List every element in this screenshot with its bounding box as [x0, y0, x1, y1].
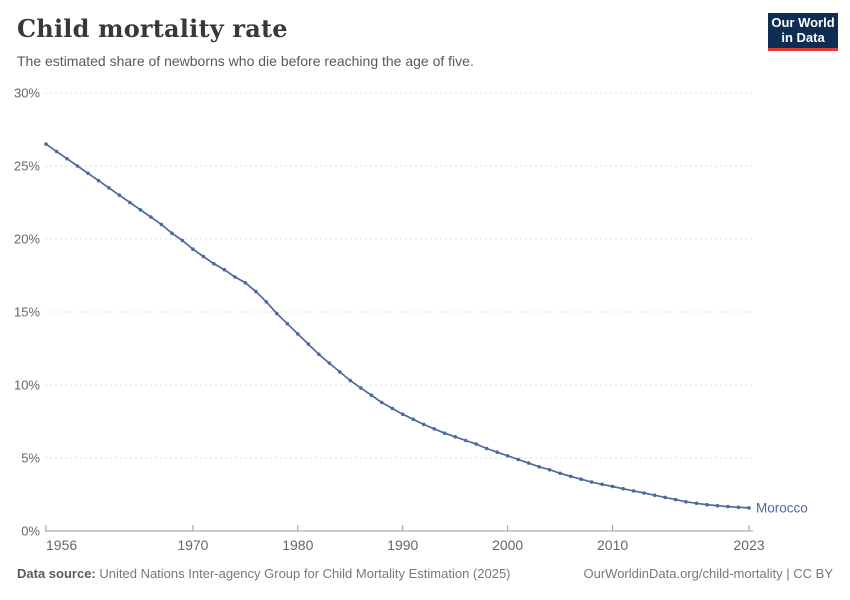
- owid-logo[interactable]: Our World in Data: [768, 13, 838, 51]
- data-point[interactable]: [170, 231, 174, 235]
- data-point[interactable]: [642, 491, 646, 495]
- data-point[interactable]: [474, 442, 479, 446]
- data-point[interactable]: [463, 438, 468, 443]
- data-point[interactable]: [400, 412, 405, 417]
- data-point[interactable]: [107, 186, 111, 190]
- data-point[interactable]: [54, 149, 59, 154]
- data-point[interactable]: [516, 457, 520, 462]
- data-point[interactable]: [568, 474, 573, 479]
- data-point[interactable]: [600, 482, 604, 487]
- y-tick-label-15: 15%: [14, 305, 40, 320]
- data-point[interactable]: [715, 503, 720, 508]
- data-point[interactable]: [621, 486, 625, 491]
- data-point[interactable]: [275, 311, 279, 316]
- data-point[interactable]: [579, 477, 583, 482]
- data-point[interactable]: [285, 321, 290, 326]
- data-source: Data source: United Nations Inter-agency…: [17, 566, 511, 581]
- data-point[interactable]: [684, 500, 688, 504]
- data-source-text: United Nations Inter-agency Group for Ch…: [99, 566, 511, 581]
- line-chart-canvas[interactable]: 0% 5% 10% 15% 20% 25% 30% 1956 1970 1980 1990 2000 2…: [0, 80, 850, 560]
- data-point[interactable]: [694, 501, 699, 506]
- data-point[interactable]: [537, 465, 541, 469]
- data-point[interactable]: [631, 489, 636, 493]
- data-point[interactable]: [673, 497, 678, 502]
- data-point[interactable]: [432, 427, 437, 431]
- x-tick-label-1980: 1980: [282, 537, 313, 553]
- data-point[interactable]: [86, 171, 90, 176]
- data-point[interactable]: [159, 222, 164, 227]
- data-point[interactable]: [222, 267, 227, 272]
- data-point[interactable]: [138, 208, 143, 212]
- data-point[interactable]: [317, 352, 321, 357]
- series-label-morocco[interactable]: Morocco: [756, 500, 808, 515]
- data-point[interactable]: [390, 406, 395, 411]
- data-point[interactable]: [589, 480, 594, 484]
- data-point[interactable]: [547, 467, 552, 472]
- page-title: Child mortality rate: [17, 14, 288, 43]
- series-line-morocco[interactable]: [45, 143, 750, 509]
- x-tick-label-1956: 1956: [46, 537, 77, 553]
- data-point[interactable]: [117, 193, 122, 197]
- data-point[interactable]: [380, 400, 384, 405]
- data-point[interactable]: [44, 142, 48, 146]
- data-point[interactable]: [453, 435, 458, 439]
- data-point[interactable]: [705, 502, 709, 507]
- data-point[interactable]: [558, 471, 562, 476]
- x-tick-label-2000: 2000: [492, 537, 523, 553]
- data-point[interactable]: [369, 393, 374, 398]
- y-tick-label-0: 0%: [21, 524, 40, 539]
- data-point[interactable]: [348, 378, 353, 383]
- data-point[interactable]: [75, 164, 80, 168]
- data-point[interactable]: [65, 156, 69, 161]
- data-source-label: Data source:: [17, 566, 96, 581]
- data-point[interactable]: [526, 461, 531, 465]
- data-point[interactable]: [254, 289, 258, 294]
- data-point[interactable]: [736, 505, 741, 510]
- data-point[interactable]: [338, 370, 342, 374]
- data-point[interactable]: [442, 431, 447, 436]
- data-point[interactable]: [652, 493, 657, 498]
- data-point[interactable]: [327, 361, 332, 365]
- data-point[interactable]: [264, 300, 269, 304]
- y-tick-label-5: 5%: [21, 451, 40, 466]
- data-point[interactable]: [243, 281, 248, 285]
- data-point[interactable]: [726, 504, 730, 509]
- data-point[interactable]: [128, 200, 132, 205]
- y-tick-label-30: 30%: [14, 86, 40, 101]
- data-point[interactable]: [411, 417, 416, 422]
- data-point[interactable]: [359, 386, 363, 390]
- data-point[interactable]: [505, 454, 510, 458]
- data-point[interactable]: [495, 450, 500, 455]
- data-point[interactable]: [212, 262, 216, 266]
- y-tick-label-10: 10%: [14, 378, 40, 393]
- data-point[interactable]: [96, 178, 101, 183]
- data-point[interactable]: [149, 215, 153, 219]
- x-tick-label-1970: 1970: [177, 537, 208, 553]
- data-point[interactable]: [747, 506, 751, 510]
- data-point[interactable]: [296, 332, 300, 336]
- chart-subtitle: The estimated share of newborns who die …: [17, 53, 474, 69]
- y-tick-label-25: 25%: [14, 159, 40, 174]
- data-point[interactable]: [484, 446, 489, 451]
- chart-footer: Data source: United Nations Inter-agency…: [17, 566, 833, 581]
- owid-logo-line1: Our World: [771, 14, 835, 30]
- data-point[interactable]: [663, 495, 667, 500]
- data-point[interactable]: [191, 247, 195, 251]
- data-point[interactable]: [233, 275, 237, 279]
- y-tick-label-20: 20%: [14, 232, 40, 247]
- data-point[interactable]: [306, 342, 311, 346]
- x-tick-label-1990: 1990: [387, 537, 418, 553]
- owid-logo-line2: in Data: [781, 29, 825, 45]
- data-point[interactable]: [201, 254, 206, 259]
- data-point[interactable]: [610, 484, 615, 489]
- data-point[interactable]: [421, 422, 426, 427]
- x-tick-label-2023: 2023: [733, 537, 764, 553]
- owid-citation-link[interactable]: OurWorldinData.org/child-mortality | CC …: [583, 566, 834, 581]
- x-tick-label-2010: 2010: [597, 537, 628, 553]
- data-point[interactable]: [180, 238, 185, 243]
